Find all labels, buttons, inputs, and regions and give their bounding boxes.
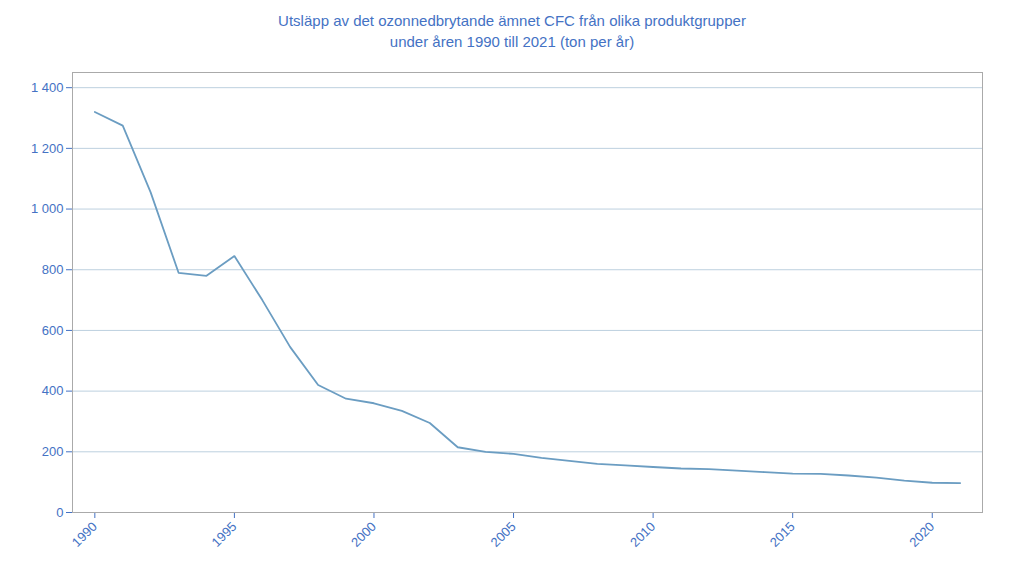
svg-text:1 400: 1 400 xyxy=(31,80,64,95)
svg-text:200: 200 xyxy=(42,444,64,459)
svg-text:2015: 2015 xyxy=(767,519,798,550)
svg-text:1 000: 1 000 xyxy=(31,201,64,216)
svg-text:1995: 1995 xyxy=(208,519,239,550)
svg-text:2005: 2005 xyxy=(488,519,519,550)
svg-text:0: 0 xyxy=(56,505,63,520)
svg-text:800: 800 xyxy=(42,262,64,277)
svg-text:1 200: 1 200 xyxy=(31,141,64,156)
svg-text:600: 600 xyxy=(42,323,64,338)
html-text:Utsläpp av det ozonnedbrytande: Utsläpp av det ozonnedbrytande ämnet CFC… xyxy=(278,12,746,50)
svg-text:2010: 2010 xyxy=(627,519,658,550)
svg-text:2020: 2020 xyxy=(906,519,937,550)
svg-text:400: 400 xyxy=(42,383,64,398)
svg-text:2000: 2000 xyxy=(348,519,379,550)
svg-text:1990: 1990 xyxy=(69,519,100,550)
